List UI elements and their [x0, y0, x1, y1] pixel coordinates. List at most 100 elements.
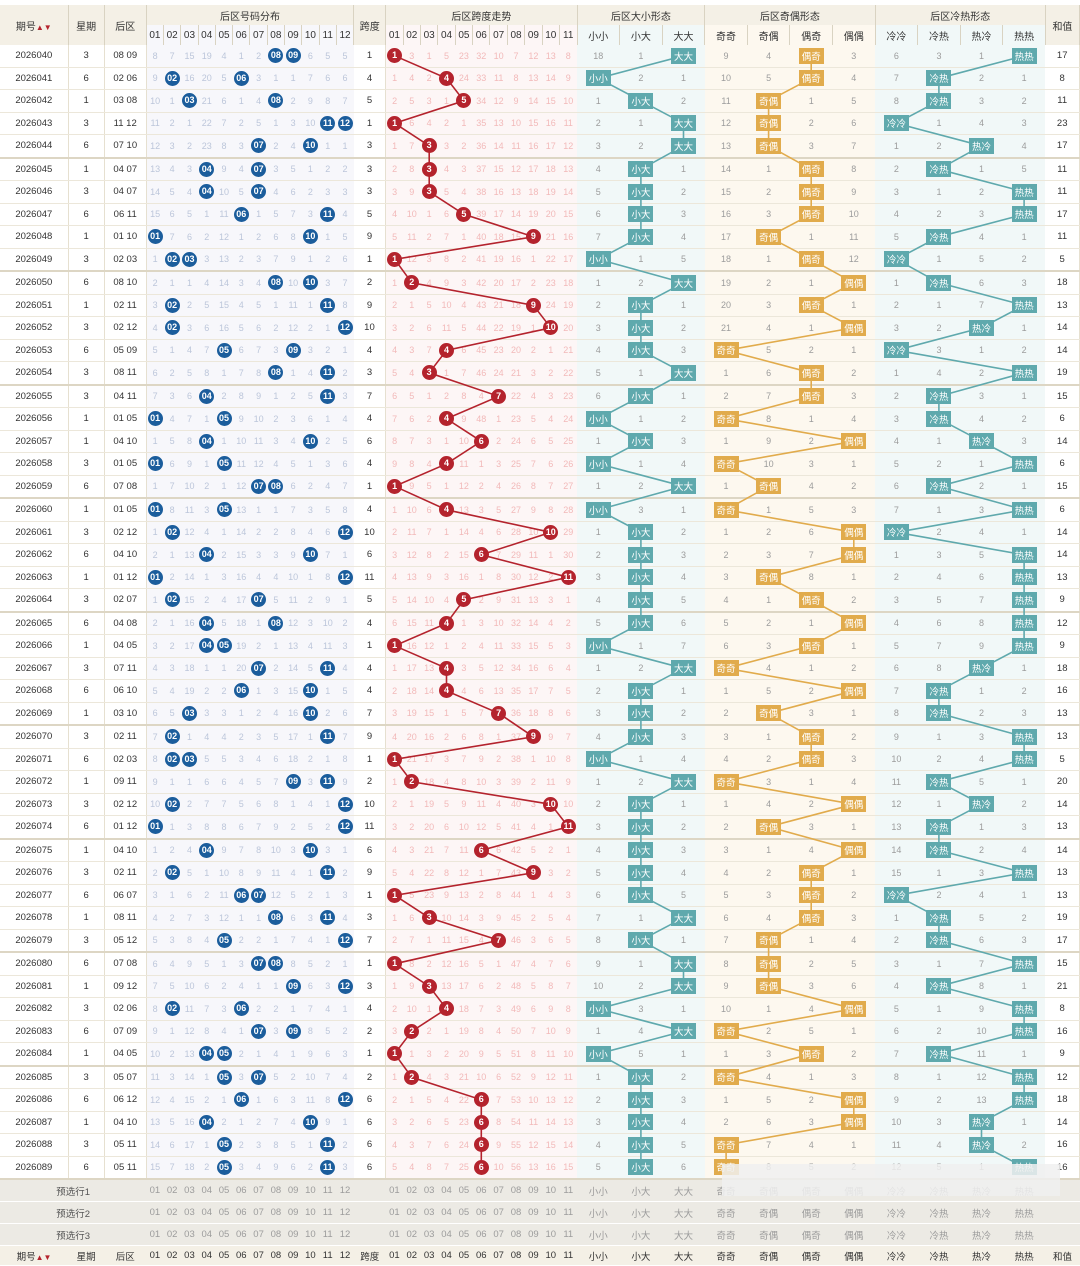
preselect-number[interactable]: 10	[301, 1223, 320, 1246]
preselect-oe[interactable]: 偶奇	[789, 1223, 833, 1246]
preselect-span[interactable]: 07	[489, 1179, 508, 1202]
preselect-number[interactable]: 04	[198, 1201, 216, 1224]
preselect-number[interactable]: 08	[267, 1179, 285, 1202]
preselect-span[interactable]: 10	[542, 1201, 560, 1224]
preselect-number[interactable]: 07	[249, 1201, 268, 1224]
preselect-number[interactable]: 12	[336, 1179, 354, 1202]
preselect-span[interactable]: 09	[524, 1179, 543, 1202]
preselect-ch[interactable]: 冷热	[917, 1201, 961, 1224]
col-header-qihao[interactable]: 期号▲▼	[0, 5, 69, 45]
preselect-span[interactable]: 11	[559, 1179, 578, 1202]
preselect-span[interactable]: 08	[507, 1179, 525, 1202]
preselect-ch[interactable]: 热冷	[960, 1201, 1003, 1224]
preselect-number[interactable]: 05	[215, 1201, 233, 1224]
preselect-span[interactable]: 04	[437, 1223, 456, 1246]
preselect-number[interactable]: 01	[146, 1201, 164, 1224]
preselect-span[interactable]: 11	[559, 1201, 578, 1224]
preselect-span[interactable]: 03	[420, 1179, 438, 1202]
preselect-number[interactable]: 12	[336, 1223, 354, 1246]
preselect-size[interactable]: 小小	[577, 1201, 620, 1224]
preselect-number[interactable]: 01	[146, 1179, 164, 1202]
preselect-span[interactable]: 01	[385, 1223, 404, 1246]
preselect-number[interactable]: 11	[319, 1179, 337, 1202]
preselect-ch[interactable]: 冷冷	[875, 1223, 918, 1246]
preselect-number[interactable]: 11	[319, 1223, 337, 1246]
preselect-size[interactable]: 小大	[619, 1201, 663, 1224]
preselect-number[interactable]: 06	[232, 1223, 250, 1246]
preselect-number[interactable]: 06	[232, 1201, 250, 1224]
preselect-size[interactable]: 小大	[619, 1223, 663, 1246]
preselect-span[interactable]: 08	[507, 1201, 525, 1224]
preselect-span[interactable]: 02	[403, 1179, 421, 1202]
preselect-span[interactable]: 10	[542, 1223, 560, 1246]
preselect-span[interactable]: 02	[403, 1201, 421, 1224]
preselect-span[interactable]: 05	[455, 1201, 473, 1224]
preselect-number[interactable]: 02	[163, 1201, 181, 1224]
preselect-number[interactable]: 07	[249, 1179, 268, 1202]
preselect-size[interactable]: 小小	[577, 1223, 620, 1246]
preselect-ch[interactable]: 热冷	[960, 1223, 1003, 1246]
preselect-number[interactable]: 01	[146, 1223, 164, 1246]
preselect-span[interactable]: 01	[385, 1179, 404, 1202]
preselect-size[interactable]: 大大	[662, 1179, 705, 1202]
preselect-number[interactable]: 04	[198, 1179, 216, 1202]
preselect-size[interactable]: 大大	[662, 1223, 705, 1246]
preselect-span[interactable]: 04	[437, 1179, 456, 1202]
preselect-number[interactable]: 05	[215, 1179, 233, 1202]
preselect-span[interactable]: 06	[472, 1179, 490, 1202]
preselect-oe[interactable]: 奇奇	[704, 1223, 748, 1246]
preselect-number[interactable]: 09	[284, 1179, 302, 1202]
preselect-span[interactable]: 10	[542, 1179, 560, 1202]
preselect-span[interactable]: 01	[385, 1201, 404, 1224]
sort-icon[interactable]: ▲▼	[35, 22, 52, 32]
preselect-number[interactable]: 02	[163, 1223, 181, 1246]
preselect-row[interactable]: 预选行3 01 02 03 04 05 06 07 08 09 10 11 12 01 02 03 04 05 06…	[0, 1223, 1080, 1246]
preselect-oe[interactable]: 奇偶	[747, 1223, 790, 1246]
preselect-ch[interactable]: 冷冷	[875, 1201, 918, 1224]
preselect-span[interactable]: 04	[437, 1201, 456, 1224]
preselect-number[interactable]: 08	[267, 1223, 285, 1246]
footer-col-qihao[interactable]: 期号▲▼	[0, 1245, 69, 1266]
preselect-number[interactable]: 08	[267, 1201, 285, 1224]
preselect-row[interactable]: 预选行2 01 02 03 04 05 06 07 08 09 10 11 12 01 02 03 04 05 06…	[0, 1201, 1080, 1224]
preselect-number[interactable]: 09	[284, 1223, 302, 1246]
preselect-number[interactable]: 03	[180, 1201, 199, 1224]
preselect-span[interactable]: 07	[489, 1201, 508, 1224]
preselect-oe[interactable]: 偶偶	[832, 1201, 876, 1224]
preselect-number[interactable]: 04	[198, 1223, 216, 1246]
preselect-number[interactable]: 12	[336, 1201, 354, 1224]
preselect-span[interactable]: 11	[559, 1223, 578, 1246]
preselect-number[interactable]: 09	[284, 1201, 302, 1224]
preselect-span[interactable]: 09	[524, 1223, 543, 1246]
preselect-span[interactable]: 03	[420, 1201, 438, 1224]
preselect-span[interactable]: 05	[455, 1223, 473, 1246]
preselect-number[interactable]: 03	[180, 1223, 199, 1246]
preselect-number[interactable]: 06	[232, 1179, 250, 1202]
preselect-span[interactable]: 03	[420, 1223, 438, 1246]
preselect-oe[interactable]: 偶奇	[789, 1201, 833, 1224]
preselect-ch[interactable]: 热热	[1002, 1201, 1046, 1224]
preselect-oe[interactable]: 偶偶	[832, 1223, 876, 1246]
preselect-span[interactable]: 08	[507, 1223, 525, 1246]
sort-icon[interactable]: ▲▼	[35, 1252, 52, 1262]
preselect-size[interactable]: 小大	[619, 1179, 663, 1202]
preselect-number[interactable]: 02	[163, 1179, 181, 1202]
preselect-oe[interactable]: 奇奇	[704, 1201, 748, 1224]
preselect-number[interactable]: 05	[215, 1223, 233, 1246]
preselect-size[interactable]: 大大	[662, 1201, 705, 1224]
preselect-number[interactable]: 03	[180, 1179, 199, 1202]
preselect-span[interactable]: 05	[455, 1179, 473, 1202]
preselect-number[interactable]: 10	[301, 1201, 320, 1224]
preselect-number[interactable]: 10	[301, 1179, 320, 1202]
preselect-span[interactable]: 07	[489, 1223, 508, 1246]
preselect-number[interactable]: 07	[249, 1223, 268, 1246]
preselect-span[interactable]: 06	[472, 1223, 490, 1246]
preselect-span[interactable]: 06	[472, 1201, 490, 1224]
preselect-span[interactable]: 02	[403, 1223, 421, 1246]
preselect-number[interactable]: 11	[319, 1201, 337, 1224]
preselect-span[interactable]: 09	[524, 1201, 543, 1224]
preselect-ch[interactable]: 冷热	[917, 1223, 961, 1246]
preselect-oe[interactable]: 奇偶	[747, 1201, 790, 1224]
preselect-ch[interactable]: 热热	[1002, 1223, 1046, 1246]
preselect-size[interactable]: 小小	[577, 1179, 620, 1202]
